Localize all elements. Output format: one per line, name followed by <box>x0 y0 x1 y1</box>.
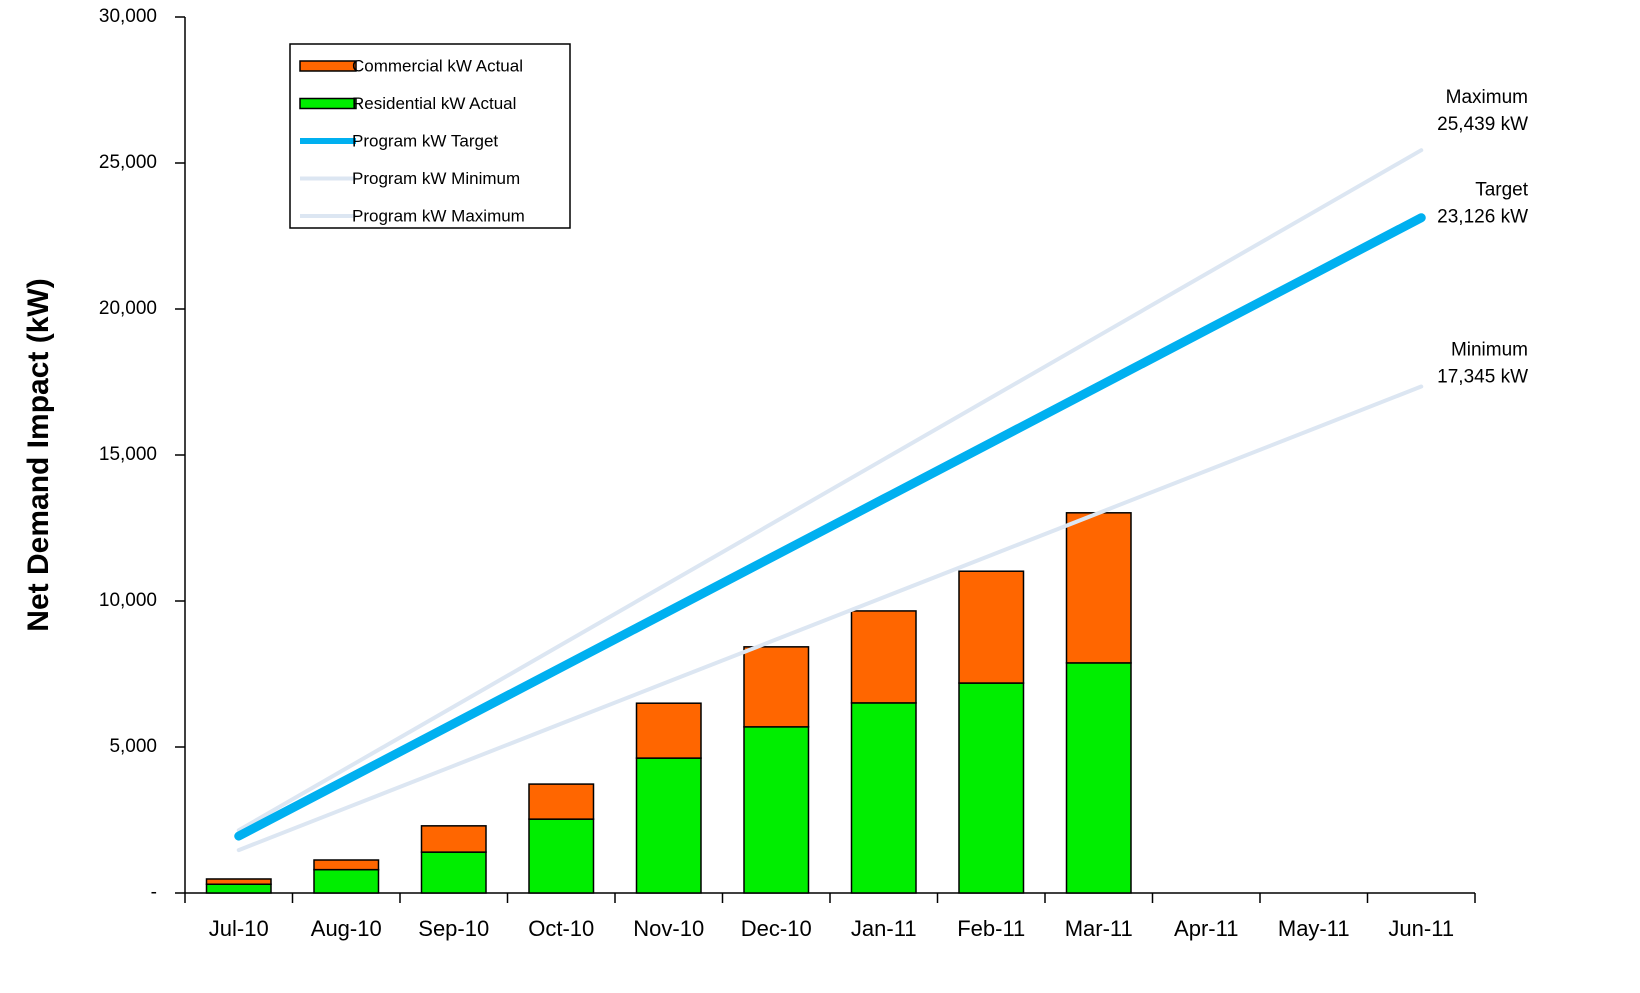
legend-label: Residential kW Actual <box>352 94 516 113</box>
y-tick-label: 5,000 <box>109 736 157 757</box>
annotation: Target <box>1475 180 1529 201</box>
x-tick-label: Jan-11 <box>851 916 917 941</box>
bar-segment <box>850 702 917 894</box>
bar-segment <box>958 682 1025 894</box>
legend-label: Program kW Minimum <box>352 169 520 188</box>
bar-segment <box>528 818 595 894</box>
bar-segment <box>743 646 810 728</box>
legend-swatch <box>299 97 357 110</box>
x-tick-label: May-11 <box>1278 916 1350 941</box>
x-tick-label: Sep-10 <box>418 916 489 941</box>
bar-segment <box>1065 662 1132 894</box>
y-tick-label: 30,000 <box>99 6 157 27</box>
bar-segment <box>313 859 380 871</box>
bar-segment <box>850 610 917 704</box>
legend-swatch <box>299 60 357 72</box>
line-series <box>236 148 1424 833</box>
y-tick-label: - <box>151 882 157 903</box>
legend-label: Program kW Maximum <box>352 206 525 225</box>
annotation: 25,439 kW <box>1437 114 1528 135</box>
line-series <box>236 384 1424 853</box>
bar-segment <box>958 570 1025 684</box>
line-series <box>234 213 1426 841</box>
x-tick-label: Aug-10 <box>311 916 382 941</box>
bar-segment <box>1065 512 1132 664</box>
bar-segment <box>743 726 810 894</box>
y-axis-label: Net Demand Impact (kW) <box>22 278 55 631</box>
annotation: Minimum <box>1451 340 1528 361</box>
y-tick-label: 10,000 <box>99 590 157 611</box>
bar-segment <box>635 702 702 759</box>
x-tick-label: Nov-10 <box>633 916 704 941</box>
legend-label: Commercial kW Actual <box>352 56 523 75</box>
x-tick-label: Jul-10 <box>209 916 269 941</box>
bar-segment <box>420 851 487 894</box>
legend-box <box>289 43 571 229</box>
bar-segment <box>528 783 595 820</box>
y-tick-label: 25,000 <box>99 152 157 173</box>
annotation: 23,126 kW <box>1437 207 1528 228</box>
x-tick-label: Apr-11 <box>1174 916 1238 941</box>
bar-segment <box>205 878 272 885</box>
x-tick-label: Mar-11 <box>1065 916 1133 941</box>
bar-segment <box>205 883 272 894</box>
x-tick-label: Jun-11 <box>1388 916 1454 941</box>
annotation: 17,345 kW <box>1437 367 1528 388</box>
legend-label: Program kW Target <box>352 131 498 150</box>
x-tick-label: Oct-10 <box>528 916 594 941</box>
y-tick-label: 20,000 <box>99 298 157 319</box>
y-tick-label: 15,000 <box>99 444 157 465</box>
bar-segment <box>420 825 487 853</box>
x-tick-label: Dec-10 <box>741 916 812 941</box>
bar-segment <box>313 868 380 894</box>
annotation: Maximum <box>1446 87 1528 108</box>
bar-segment <box>635 757 702 894</box>
x-tick-label: Feb-11 <box>957 916 1025 941</box>
